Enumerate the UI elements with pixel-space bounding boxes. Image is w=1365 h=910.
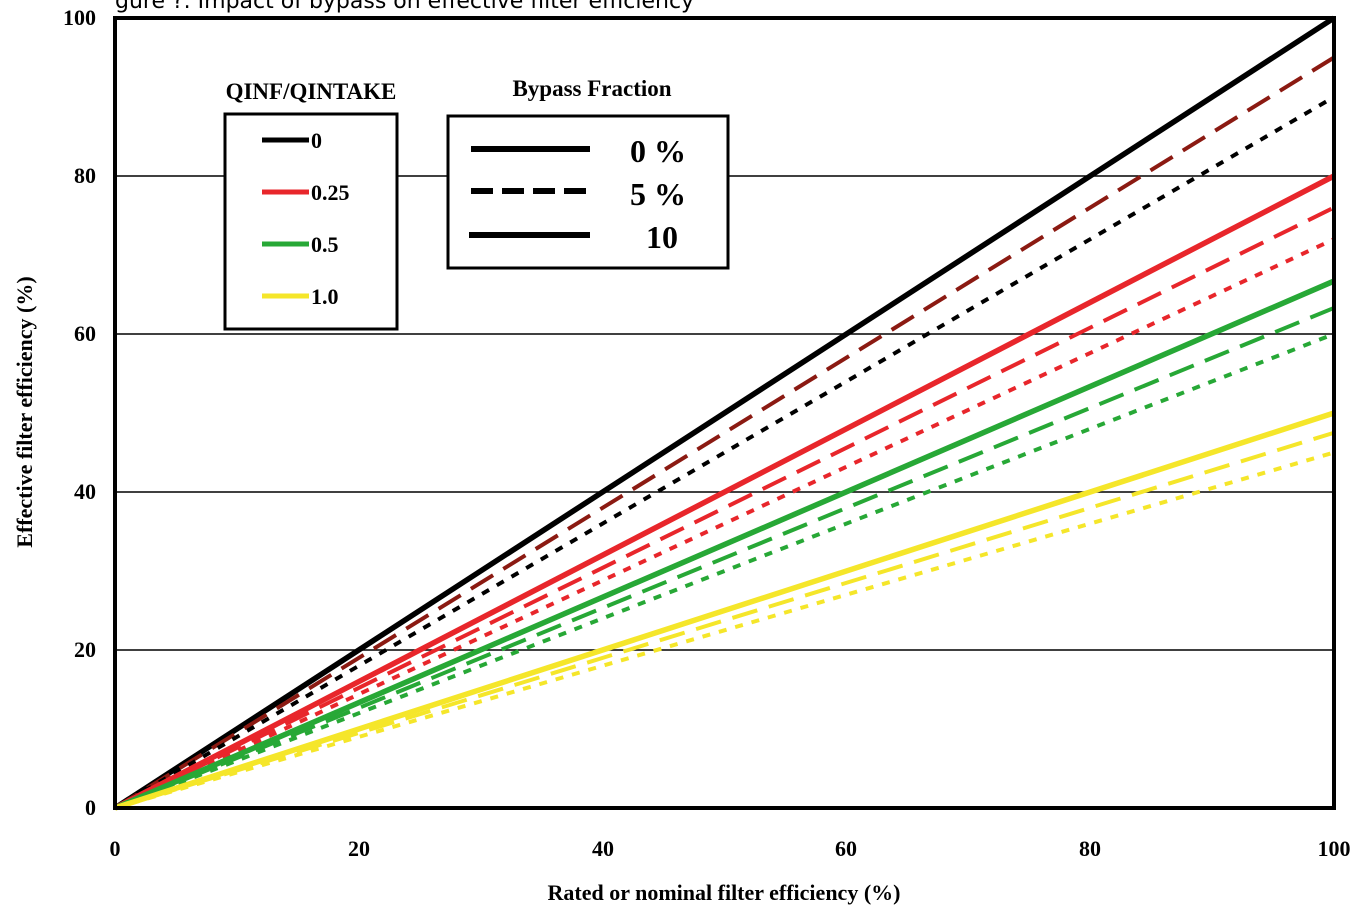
series-line xyxy=(114,410,1335,811)
legend-label: 0.5 xyxy=(311,232,339,257)
x-tick-label: 0 xyxy=(110,836,121,861)
y-tick-label: 0 xyxy=(85,795,96,820)
x-tick-label: 80 xyxy=(1079,836,1101,861)
series-line xyxy=(114,332,1335,810)
legend-box xyxy=(223,112,399,331)
series-line xyxy=(114,237,1335,810)
x-tick-label: 100 xyxy=(1318,836,1351,861)
series-line xyxy=(113,173,1336,811)
plot-frame xyxy=(113,16,1336,810)
x-axis-title: Rated or nominal filter efficiency (%) xyxy=(548,880,901,905)
series-line xyxy=(114,430,1335,810)
legend-label: 10 xyxy=(646,219,678,255)
y-tick-label: 20 xyxy=(74,637,96,662)
x-tick-label: 60 xyxy=(835,836,857,861)
x-tick-labels: 0 20 40 60 80 100 xyxy=(110,836,1351,861)
legend-label: 0 % xyxy=(630,133,686,169)
x-tick-label: 20 xyxy=(348,836,370,861)
y-tick-label: 40 xyxy=(74,479,96,504)
y-tick-label: 80 xyxy=(74,163,96,188)
y-tick-labels: 0 20 40 60 80 100 xyxy=(63,5,96,820)
series-line xyxy=(113,55,1336,810)
legend-label: 5 % xyxy=(630,176,686,212)
y-axis-title: Effective filter efficiency (%) xyxy=(12,276,37,547)
y-tick-label: 60 xyxy=(74,321,96,346)
legend-label: 0 xyxy=(311,128,322,153)
legend-title: QINF/QINTAKE xyxy=(226,79,397,104)
figure-caption-fragment: gure ?. Impact of bypass on effective fi… xyxy=(115,0,694,14)
legend-label: 1.0 xyxy=(311,284,339,309)
legend-title: Bypass Fraction xyxy=(512,76,671,101)
series-line xyxy=(113,15,1336,811)
y-tick-label: 100 xyxy=(63,5,96,30)
series-line xyxy=(113,95,1336,810)
legend-bypass-fraction: Bypass Fraction 0 % 5 % 10 xyxy=(446,76,730,270)
series-lines xyxy=(113,15,1336,811)
legend-qinf-qintake: QINF/QINTAKE 0 0.25 0.5 1.0 xyxy=(223,79,399,331)
series-line xyxy=(114,306,1335,810)
series-line xyxy=(113,278,1336,811)
series-line xyxy=(114,450,1335,810)
x-tick-label: 40 xyxy=(592,836,614,861)
legend-box xyxy=(446,114,730,270)
legend-label: 0.25 xyxy=(311,180,350,205)
